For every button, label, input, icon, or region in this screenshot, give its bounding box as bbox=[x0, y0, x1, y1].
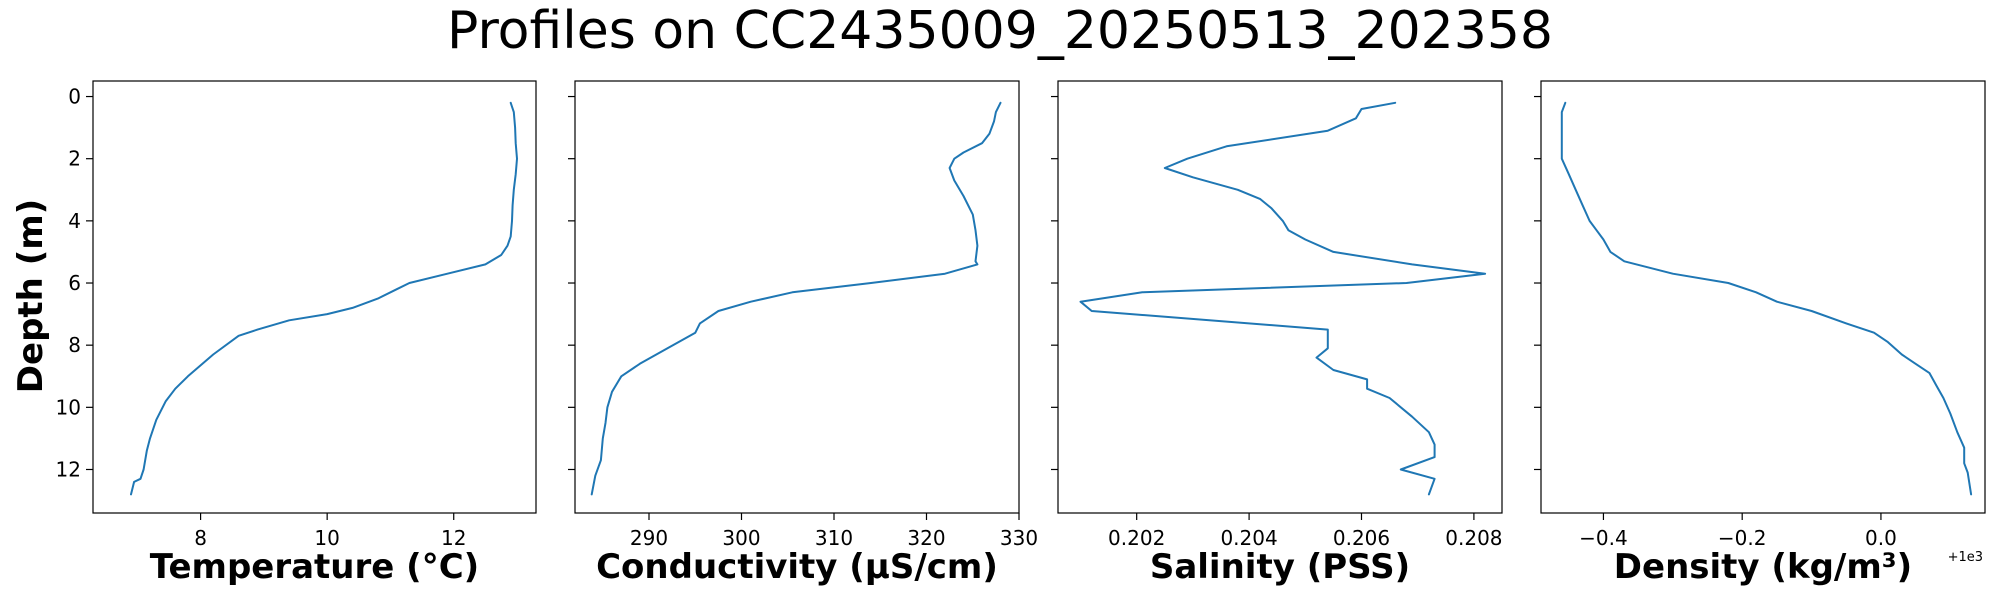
y-tick-label: 8 bbox=[68, 333, 81, 357]
y-tick-label: 10 bbox=[56, 395, 81, 419]
x-tick-label: 0.208 bbox=[1445, 526, 1502, 550]
x-tick-label: 310 bbox=[815, 526, 853, 550]
x-tick-label: 300 bbox=[722, 526, 760, 550]
series-line bbox=[130, 101, 518, 496]
axes-frame bbox=[1057, 80, 1503, 514]
x-tick-label: 0.202 bbox=[1108, 526, 1165, 550]
series-line bbox=[1079, 101, 1487, 496]
axes-frame bbox=[574, 80, 1020, 514]
y-axis-label: Depth (m) bbox=[11, 199, 51, 393]
x-tick-label: 12 bbox=[441, 526, 466, 550]
x-tick-label: 290 bbox=[630, 526, 668, 550]
x-tick-label: −0.2 bbox=[1718, 526, 1767, 550]
x-offset-text: +1e3 bbox=[1948, 550, 1983, 565]
x-tick-label: −0.4 bbox=[1579, 526, 1628, 550]
x-axis-label: Density (kg/m³) bbox=[1614, 547, 1912, 587]
y-tick-label: 0 bbox=[68, 85, 81, 109]
figure-title: Profiles on CC2435009_20250513_202358 bbox=[447, 1, 1553, 61]
x-axis-label: Conductivity (µS/cm) bbox=[596, 547, 998, 587]
x-tick-label: 8 bbox=[194, 526, 207, 550]
x-axis-label: Temperature (°C) bbox=[150, 547, 479, 587]
subplot-3: 0.202 0.204 0.206 0.208 Salinity (PSS) bbox=[1051, 80, 1503, 587]
y-tick-label: 2 bbox=[68, 147, 81, 171]
x-tick-label: 10 bbox=[314, 526, 339, 550]
x-axis-label: Salinity (PSS) bbox=[1150, 547, 1410, 587]
y-tick-label: 4 bbox=[68, 209, 81, 233]
y-tick-label: 6 bbox=[68, 271, 81, 295]
series-line bbox=[1560, 101, 1973, 496]
series-line bbox=[590, 101, 1002, 496]
axes-frame bbox=[92, 80, 537, 514]
x-tick-label: 320 bbox=[907, 526, 945, 550]
axes-frame bbox=[1540, 80, 1986, 514]
x-tick-label: 330 bbox=[1000, 526, 1038, 550]
x-tick-label: 0.0 bbox=[1865, 526, 1897, 550]
y-tick-label: 12 bbox=[56, 457, 81, 481]
x-tick-label: 0.206 bbox=[1333, 526, 1390, 550]
x-tick-label: 0.204 bbox=[1220, 526, 1277, 550]
